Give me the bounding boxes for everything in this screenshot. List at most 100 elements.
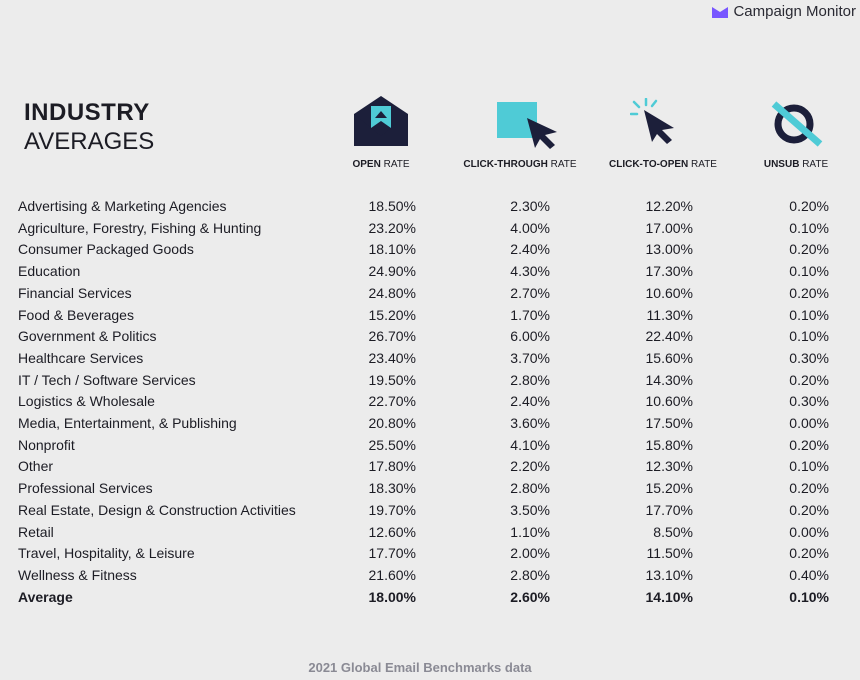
industry-name: Food & Beverages bbox=[18, 306, 134, 323]
click-through-rate-cell: 1.10% bbox=[510, 523, 550, 540]
industry-name: Advertising & Marketing Agencies bbox=[18, 198, 227, 214]
open-rate-cell: 23.20% bbox=[368, 219, 416, 236]
industry-name: Government & Politics bbox=[18, 328, 157, 345]
column-header-click-to-open-rate: CLICK-TO-OPEN RATE bbox=[609, 159, 717, 170]
industry-name: Logistics & Wholesale bbox=[18, 393, 155, 410]
page-title: INDUSTRY AVERAGES bbox=[24, 98, 154, 156]
unsubscribe-icon bbox=[771, 101, 823, 147]
table-row: Retail 12.60% 1.10% 8.50% 0.00% bbox=[10, 522, 829, 544]
column-header-unsub-bold: UNSUB bbox=[763, 159, 800, 170]
unsub-rate-cell: 0.10% bbox=[789, 219, 829, 236]
column-header-open-rate: OPEN RATE bbox=[352, 159, 409, 170]
column-header-ctr-bold: CLICK-THROUGH bbox=[463, 159, 548, 170]
click-through-rate-cell: 2.40% bbox=[510, 393, 550, 410]
industry-name: Agriculture, Forestry, Fishing & Hunting bbox=[18, 219, 262, 236]
click-to-open-rate-cell: 22.40% bbox=[645, 328, 693, 345]
click-to-open-rate-cell: 11.30% bbox=[646, 306, 693, 323]
click-to-open-rate-cell: 14.10% bbox=[645, 588, 693, 605]
click-to-open-rate-cell: 17.50% bbox=[645, 415, 693, 432]
table-row: Advertising & Marketing Agencies 18.50% 2.… bbox=[10, 196, 829, 218]
column-header-open-bold: OPEN bbox=[352, 159, 381, 170]
click-through-rate-cell: 4.10% bbox=[510, 436, 550, 453]
unsub-rate-cell: 0.20% bbox=[789, 480, 829, 497]
unsub-rate-cell: 0.10% bbox=[789, 588, 829, 605]
unsub-rate-cell: 0.00% bbox=[789, 415, 829, 432]
table-row: Government & Politics 26.70% 6.00% 22.40% 0.… bbox=[10, 326, 829, 348]
open-rate-cell: 25.50% bbox=[368, 436, 416, 453]
click-to-open-rate-cell: 12.20% bbox=[645, 198, 693, 214]
click-to-open-rate-cell: 15.20% bbox=[645, 480, 693, 497]
open-rate-cell: 20.80% bbox=[368, 415, 416, 432]
title-line-2: AVERAGES bbox=[24, 128, 155, 155]
open-rate-cell: 26.70% bbox=[368, 328, 416, 345]
click-to-open-rate-cell: 13.00% bbox=[645, 241, 693, 258]
click-to-open-rate-cell: 10.60% bbox=[645, 284, 693, 301]
click-to-open-rate-cell: 13.10% bbox=[645, 566, 693, 583]
table-row: Wellness & Fitness 21.60% 2.80% 13.10% 0.40% bbox=[10, 565, 829, 587]
industry-averages-table: Advertising & Marketing Agencies 18.50% 2.… bbox=[10, 196, 829, 608]
industry-name: Consumer Packaged Goods bbox=[18, 241, 194, 258]
unsub-rate-cell: 0.40% bbox=[789, 566, 829, 583]
column-header-click-through-rate: CLICK-THROUGH RATE bbox=[463, 159, 576, 170]
click-through-rate-cell: 3.60% bbox=[510, 415, 550, 432]
industry-name: Retail bbox=[18, 523, 54, 540]
industry-name: Real Estate, Design & Construction Activ… bbox=[18, 501, 296, 518]
open-rate-cell: 19.70% bbox=[368, 501, 416, 518]
open-rate-cell: 17.80% bbox=[368, 458, 416, 475]
click-to-open-rate-cell: 10.60% bbox=[645, 393, 693, 410]
envelope-icon bbox=[354, 96, 408, 146]
open-rate-cell: 24.80% bbox=[368, 284, 416, 301]
table-row: Education 24.90% 4.30% 17.30% 0.10% bbox=[10, 261, 829, 283]
click-to-open-rate-cell: 15.60% bbox=[645, 349, 693, 366]
average-row: Average 18.00% 2.60% 14.10% 0.10% bbox=[10, 587, 829, 609]
table-row: Agriculture, Forestry, Fishing & Hunting… bbox=[10, 218, 829, 240]
title-line-1: INDUSTRY bbox=[24, 99, 150, 126]
unsub-rate-cell: 0.00% bbox=[789, 523, 829, 540]
unsub-rate-cell: 0.10% bbox=[789, 328, 829, 345]
brand-name: Campaign Monitor bbox=[733, 3, 856, 20]
unsub-rate-cell: 0.10% bbox=[789, 263, 829, 280]
click-through-rate-cell: 2.00% bbox=[510, 545, 550, 562]
open-rate-cell: 18.00% bbox=[368, 588, 416, 605]
open-rate-cell: 18.50% bbox=[368, 198, 416, 214]
table-row: Financial Services 24.80% 2.70% 10.60% 0.20% bbox=[10, 283, 829, 305]
unsub-rate-cell: 0.20% bbox=[789, 284, 829, 301]
open-rate-cell: 15.20% bbox=[368, 306, 416, 323]
click-through-rate-cell: 2.60% bbox=[510, 588, 550, 605]
click-through-rate-cell: 3.50% bbox=[510, 501, 550, 518]
industry-name: Education bbox=[18, 263, 81, 280]
table-row: Nonprofit 25.50% 4.10% 15.80% 0.20% bbox=[10, 435, 829, 457]
click-through-rate-cell: 2.70% bbox=[510, 284, 550, 301]
industry-name: Other bbox=[18, 458, 54, 475]
click-through-rate-cell: 4.30% bbox=[510, 263, 550, 280]
table-row: IT / Tech / Software Services 19.50% 2.80%… bbox=[10, 370, 829, 392]
click-through-rate-cell: 2.80% bbox=[510, 480, 550, 497]
click-box-cursor-icon bbox=[497, 102, 557, 149]
open-rate-cell: 24.90% bbox=[368, 263, 416, 280]
open-rate-cell: 23.40% bbox=[368, 349, 416, 366]
unsub-rate-cell: 0.20% bbox=[789, 501, 829, 518]
unsub-rate-cell: 0.20% bbox=[789, 198, 829, 214]
click-to-open-rate-cell: 17.00% bbox=[645, 219, 693, 236]
table-row: Travel, Hospitality, & Leisure 17.70% 2.00… bbox=[10, 543, 829, 565]
click-through-rate-cell: 1.70% bbox=[510, 306, 550, 323]
column-header-unsub-rest: RATE bbox=[799, 159, 829, 170]
click-through-rate-cell: 4.00% bbox=[510, 219, 550, 236]
click-to-open-rate-cell: 14.30% bbox=[645, 371, 693, 388]
footer-source: 2021 Global Email Benchmarks data bbox=[308, 660, 532, 675]
click-to-open-rate-cell: 12.30% bbox=[645, 458, 693, 475]
table-row: Food & Beverages 15.20% 1.70% 11.30% 0.10% bbox=[10, 305, 829, 327]
unsub-rate-cell: 0.10% bbox=[789, 458, 829, 475]
click-cursor-icon bbox=[630, 98, 674, 144]
click-through-rate-cell: 2.80% bbox=[510, 371, 550, 388]
unsub-rate-cell: 0.20% bbox=[789, 545, 829, 562]
open-rate-cell: 12.60% bbox=[368, 523, 416, 540]
open-rate-cell: 18.30% bbox=[368, 480, 416, 497]
industry-name: Wellness & Fitness bbox=[18, 566, 137, 583]
column-header-ctor-rest: RATE bbox=[688, 159, 717, 170]
brand-logo: Campaign Monitor bbox=[712, 3, 856, 20]
table-row: Other 17.80% 2.20% 12.30% 0.10% bbox=[10, 456, 829, 478]
click-through-rate-cell: 2.40% bbox=[510, 241, 550, 258]
unsub-rate-cell: 0.30% bbox=[789, 349, 829, 366]
industry-name: Financial Services bbox=[18, 284, 132, 301]
